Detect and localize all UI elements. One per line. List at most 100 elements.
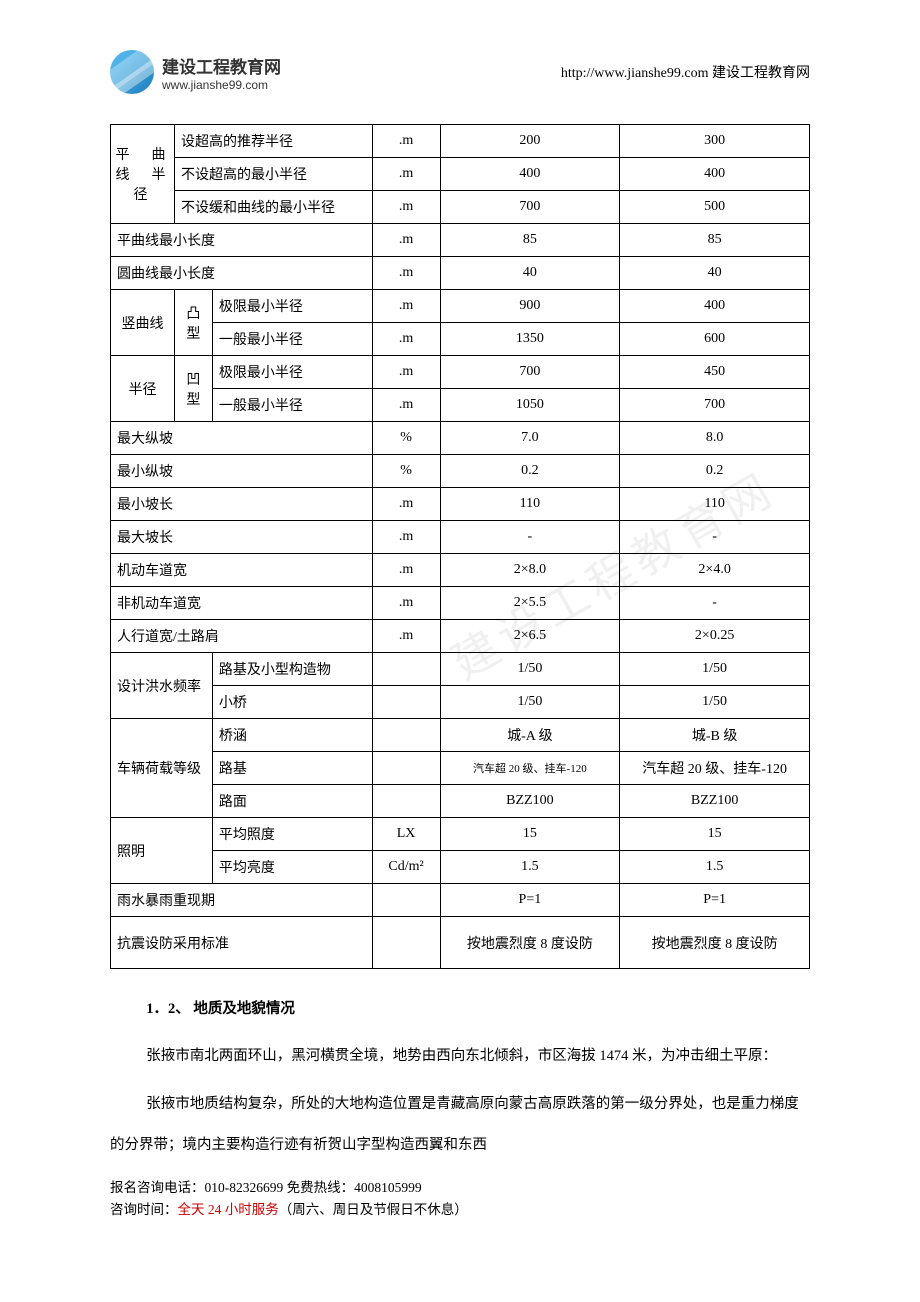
cell-value: 500 bbox=[620, 191, 810, 224]
page-header: 建设工程教育网 www.jianshe99.com http://www.jia… bbox=[0, 50, 920, 94]
cell-unit: % bbox=[372, 455, 440, 488]
cell-label: 一般最小半径 bbox=[212, 323, 372, 356]
cell-group-label: 半径 bbox=[111, 356, 175, 422]
cell-value: 城-A 级 bbox=[440, 719, 620, 752]
cell-label: 桥涵 bbox=[212, 719, 372, 752]
cell-label: 极限最小半径 bbox=[212, 356, 372, 389]
table-row: 机动车道宽 .m 2×8.0 2×4.0 bbox=[111, 554, 810, 587]
cell-value: 700 bbox=[440, 191, 620, 224]
cell-value: 700 bbox=[440, 356, 620, 389]
cell-unit bbox=[372, 686, 440, 719]
cell-unit bbox=[372, 917, 440, 969]
cell-unit: .m bbox=[372, 554, 440, 587]
cell-label: 最小纵坡 bbox=[111, 455, 373, 488]
logo-title: 建设工程教育网 bbox=[162, 53, 281, 78]
cell-value: 85 bbox=[620, 224, 810, 257]
footer-hotline: 免费热线：4008105999 bbox=[283, 1180, 421, 1195]
cell-label: 雨水暴雨重现期 bbox=[111, 884, 373, 917]
cell-value: 2×0.25 bbox=[620, 620, 810, 653]
section-title: 1．2、 地质及地貌情况 bbox=[110, 989, 810, 1030]
cell-unit: .m bbox=[372, 158, 440, 191]
cell-group-label: 竖曲线 bbox=[111, 290, 175, 356]
table-row: 设计洪水频率 路基及小型构造物 1/50 1/50 bbox=[111, 653, 810, 686]
cell-value: 2×6.5 bbox=[440, 620, 620, 653]
cell-value: 2×8.0 bbox=[440, 554, 620, 587]
cell-label: 路基 bbox=[212, 752, 372, 785]
footer-hours: 全天 24 小时服务 bbox=[178, 1202, 279, 1217]
cell-unit: .m bbox=[372, 488, 440, 521]
cell-label: 小桥 bbox=[212, 686, 372, 719]
table-row: 路基 汽车超 20 级、挂车-120 汽车超 20 级、挂车-120 bbox=[111, 752, 810, 785]
cell-unit: LX bbox=[372, 818, 440, 851]
cell-label: 非机动车道宽 bbox=[111, 587, 373, 620]
cell-unit: .m bbox=[372, 224, 440, 257]
cell-unit bbox=[372, 719, 440, 752]
table-row: 最大坡长 .m - - bbox=[111, 521, 810, 554]
cell-value: 0.2 bbox=[620, 455, 810, 488]
cell-group-label: 设计洪水频率 bbox=[111, 653, 213, 719]
cell-unit: .m bbox=[372, 125, 440, 158]
table-row: 一般最小半径 .m 1050 700 bbox=[111, 389, 810, 422]
cell-value: 1/50 bbox=[620, 686, 810, 719]
cell-label: 设超高的推荐半径 bbox=[174, 125, 372, 158]
table-row: 最大纵坡 % 7.0 8.0 bbox=[111, 422, 810, 455]
cell-value: P=1 bbox=[620, 884, 810, 917]
cell-unit bbox=[372, 785, 440, 818]
logo-url: www.jianshe99.com bbox=[162, 78, 281, 92]
cell-value: BZZ100 bbox=[440, 785, 620, 818]
cell-group-label: 车辆荷载等级 bbox=[111, 719, 213, 818]
table-row: 不设缓和曲线的最小半径 .m 700 500 bbox=[111, 191, 810, 224]
table-row: 车辆荷载等级 桥涵 城-A 级 城-B 级 bbox=[111, 719, 810, 752]
cell-unit: .m bbox=[372, 620, 440, 653]
cell-unit: .m bbox=[372, 389, 440, 422]
cell-label: 机动车道宽 bbox=[111, 554, 373, 587]
cell-value: - bbox=[440, 521, 620, 554]
footer-label: 报名咨询电话： bbox=[110, 1180, 205, 1195]
table-row: 雨水暴雨重现期 P=1 P=1 bbox=[111, 884, 810, 917]
cell-value: 汽车超 20 级、挂车-120 bbox=[440, 752, 620, 785]
cell-value: 900 bbox=[440, 290, 620, 323]
cell-label: 极限最小半径 bbox=[212, 290, 372, 323]
cell-value: 200 bbox=[440, 125, 620, 158]
table-row: 竖曲线 凸型 极限最小半径 .m 900 400 bbox=[111, 290, 810, 323]
table-row: 最小坡长 .m 110 110 bbox=[111, 488, 810, 521]
cell-value: 600 bbox=[620, 323, 810, 356]
cell-label: 抗震设防采用标准 bbox=[111, 917, 373, 969]
table-row: 平 曲线 半径 设超高的推荐半径 .m 200 300 bbox=[111, 125, 810, 158]
logo-block: 建设工程教育网 www.jianshe99.com bbox=[110, 50, 281, 94]
table-row: 路面 BZZ100 BZZ100 bbox=[111, 785, 810, 818]
cell-value: 0.2 bbox=[440, 455, 620, 488]
cell-unit bbox=[372, 752, 440, 785]
table-row: 平曲线最小长度 .m 85 85 bbox=[111, 224, 810, 257]
cell-label: 最大坡长 bbox=[111, 521, 373, 554]
footer-label: 咨询时间： bbox=[110, 1202, 178, 1217]
cell-unit: Cd/m² bbox=[372, 851, 440, 884]
table-row: 小桥 1/50 1/50 bbox=[111, 686, 810, 719]
table-row: 抗震设防采用标准 按地震烈度 8 度设防 按地震烈度 8 度设防 bbox=[111, 917, 810, 969]
cell-sub-label: 凸型 bbox=[174, 290, 212, 356]
cell-value: 2×4.0 bbox=[620, 554, 810, 587]
cell-value: 40 bbox=[620, 257, 810, 290]
cell-value: 40 bbox=[440, 257, 620, 290]
cell-value: 700 bbox=[620, 389, 810, 422]
cell-value: 2×5.5 bbox=[440, 587, 620, 620]
table-row: 圆曲线最小长度 .m 40 40 bbox=[111, 257, 810, 290]
cell-value: 400 bbox=[440, 158, 620, 191]
cell-unit bbox=[372, 884, 440, 917]
cell-label: 一般最小半径 bbox=[212, 389, 372, 422]
logo-icon bbox=[110, 50, 154, 94]
footer-phone: 010-82326699 bbox=[205, 1180, 284, 1195]
cell-value: P=1 bbox=[440, 884, 620, 917]
footer-note: （周六、周日及节假日不休息） bbox=[279, 1202, 468, 1217]
cell-value: 300 bbox=[620, 125, 810, 158]
table-row: 人行道宽/土路肩 .m 2×6.5 2×0.25 bbox=[111, 620, 810, 653]
cell-value: 15 bbox=[620, 818, 810, 851]
cell-value: 1/50 bbox=[440, 686, 620, 719]
cell-value: 1350 bbox=[440, 323, 620, 356]
cell-unit: .m bbox=[372, 356, 440, 389]
table-row: 非机动车道宽 .m 2×5.5 - bbox=[111, 587, 810, 620]
cell-label: 平均亮度 bbox=[212, 851, 372, 884]
cell-label: 最小坡长 bbox=[111, 488, 373, 521]
cell-value: 1/50 bbox=[440, 653, 620, 686]
paragraph: 张掖市地质结构复杂，所处的大地构造位置是青藏高原向蒙古高原跌落的第一级分界处，也… bbox=[110, 1084, 810, 1165]
